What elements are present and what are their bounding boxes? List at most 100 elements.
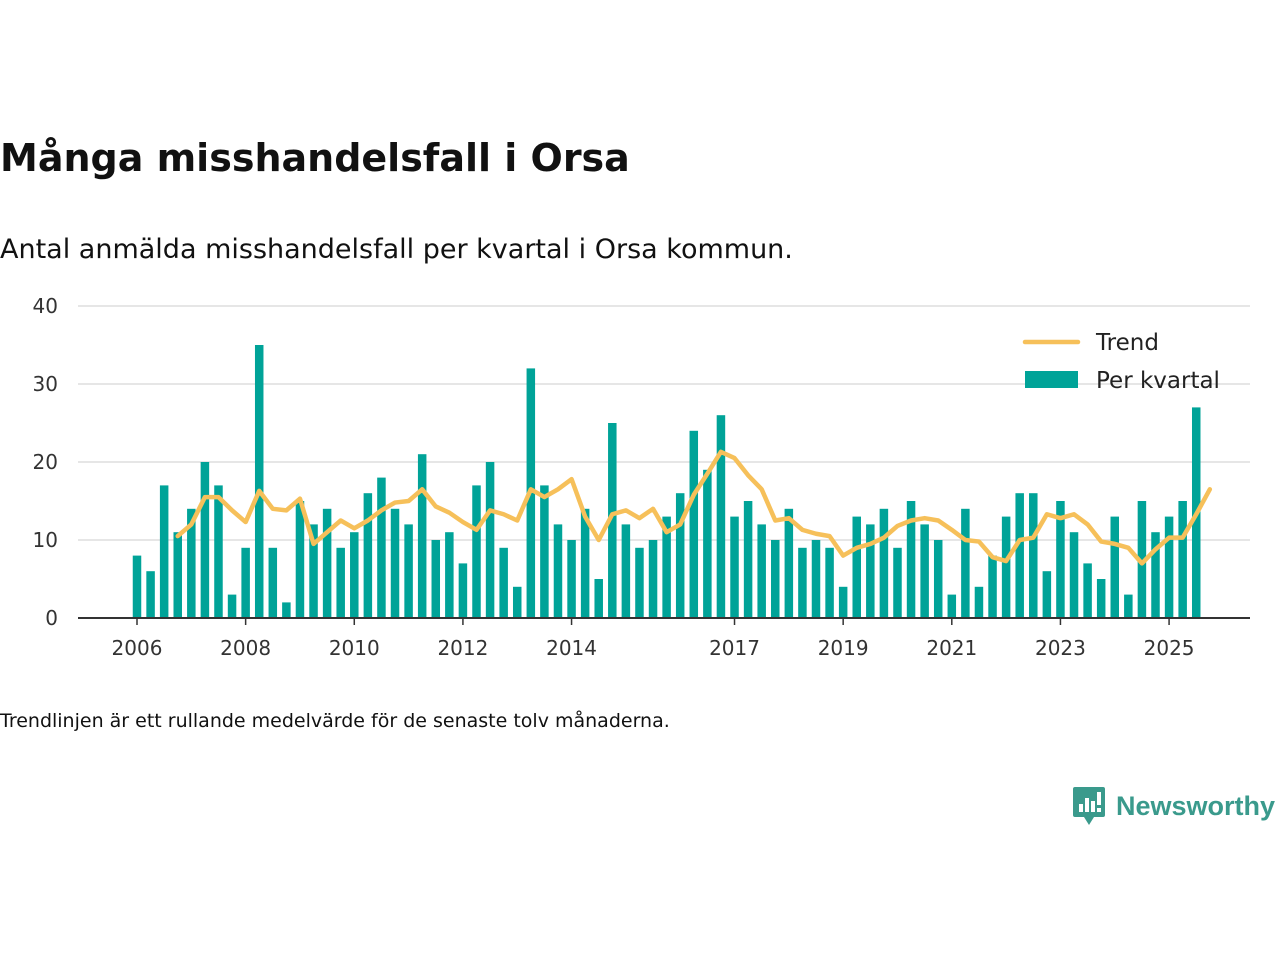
bar [377,477,386,618]
bar [594,579,603,618]
bar [268,547,278,618]
bar [675,493,685,618]
bar [1001,516,1011,618]
y-tick-label: 20 [33,450,58,474]
bar [363,493,373,618]
bar [961,508,970,618]
bar [309,524,318,618]
bar [757,524,766,618]
legend-bar-label: Per kvartal [1096,368,1220,394]
bar [173,532,182,618]
bar [866,524,875,618]
bar [499,547,508,618]
bar [241,547,250,618]
bar [146,571,155,618]
bar [580,508,590,618]
x-tick-label: 2008 [220,636,271,660]
bar [784,508,794,618]
bar [187,508,196,618]
chart-title: Många misshandelsfall i Orsa [0,136,630,180]
y-tick-label: 0 [45,606,58,630]
y-axis: 0 10 20 30 40 [33,294,58,630]
bar [445,532,454,618]
x-tick-label: 2025 [1144,636,1195,660]
bar [417,454,427,618]
bar [947,594,957,618]
y-tick-label: 10 [33,528,58,552]
bar [879,508,889,618]
bar [1110,516,1120,618]
bar [974,586,984,618]
bar [404,524,413,618]
bar [906,501,916,618]
bar [920,524,929,618]
legend: Trend Per kvartal [1022,330,1220,394]
bar [1151,532,1160,618]
legend-bar-swatch [1025,371,1078,388]
x-tick-label: 2014 [546,636,597,660]
bar [350,532,359,618]
bar [1042,571,1052,618]
bar [200,462,210,618]
bar [485,462,495,618]
x-axis: 2006 2008 2010 2012 2014 2017 2019 2021 2023 2025 [112,618,1195,660]
x-tick-label: 2006 [112,636,163,660]
bar [893,547,902,618]
y-tick-label: 30 [33,372,58,396]
bar [825,547,834,618]
bar [512,586,522,618]
bar [295,501,305,618]
bar [621,524,631,618]
x-tick-label: 2010 [329,636,380,660]
bar [852,516,861,618]
bar [1137,501,1147,618]
x-tick-label: 2017 [709,636,760,660]
bar [1029,493,1038,618]
bar [227,594,237,618]
x-tick-label: 2012 [437,636,488,660]
bar [838,586,848,618]
bar [771,540,780,618]
bar [1124,594,1133,618]
brand-name: Newsworthy [1116,790,1276,821]
trend-line [175,449,1213,566]
x-tick-label: 2021 [926,636,977,660]
bar [472,485,481,618]
bar [458,563,468,618]
brand: Newsworthy [1072,786,1275,826]
bar [608,423,617,618]
bar [933,540,943,618]
bar [1178,501,1187,618]
newsworthy-logo-icon [1073,787,1105,825]
bar [282,602,291,618]
y-tick-label: 40 [33,294,58,318]
bar [1164,516,1174,618]
legend-trend-label: Trend [1095,330,1159,356]
bar [1069,532,1079,618]
bar [1015,493,1024,618]
bar [159,485,169,618]
x-tick-label: 2023 [1035,636,1086,660]
bar [336,547,345,618]
bar [716,415,726,618]
bar [689,430,699,618]
bar [662,516,671,618]
footnote: Trendlinjen är ett rullande medelvärde f… [0,710,670,732]
bar [743,501,753,618]
bar [798,547,807,618]
bar [431,540,441,618]
bar [390,508,400,618]
bar [567,540,576,618]
bar [132,555,142,618]
bar [540,485,549,618]
bar [553,524,563,618]
bar [648,540,658,618]
bar [1083,563,1092,618]
bar [703,469,712,618]
bar [635,547,644,618]
bar [1056,501,1065,618]
bar [322,508,332,618]
x-tick-label: 2019 [818,636,869,660]
bar [1096,579,1106,618]
